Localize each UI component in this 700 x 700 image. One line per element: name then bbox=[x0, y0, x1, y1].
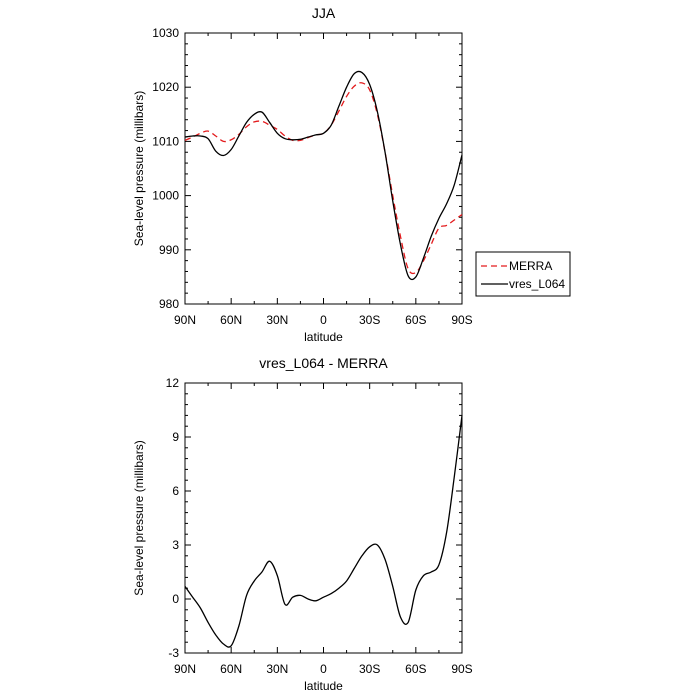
x-tick-label: 90N bbox=[174, 662, 196, 676]
x-tick-label: 30N bbox=[266, 313, 288, 327]
x-tick-label: 60N bbox=[220, 662, 242, 676]
plot-frame bbox=[184, 382, 463, 654]
panel-top: JJA 90N 60N 30N 0 30S 60S 90S 980 990 1000 1010 1020… bbox=[132, 5, 473, 344]
x-axis-label: latitude bbox=[304, 330, 343, 344]
x-axis-label: latitude bbox=[304, 679, 343, 693]
x-tick-label: 30N bbox=[266, 662, 288, 676]
series-line-vres-l064 bbox=[184, 70, 463, 281]
x-tick-label: 0 bbox=[320, 313, 327, 327]
x-tick-label: 30S bbox=[359, 662, 380, 676]
y-tick-label: 980 bbox=[159, 297, 179, 311]
y-tick-label: 12 bbox=[166, 376, 180, 390]
x-tick-label: 90S bbox=[451, 662, 472, 676]
series-line-merra bbox=[184, 82, 463, 275]
y-tick-label: 1020 bbox=[152, 80, 179, 94]
legend-label: vres_L064 bbox=[509, 277, 565, 291]
legend-label: MERRA bbox=[509, 259, 552, 273]
x-tick-label: 0 bbox=[320, 662, 327, 676]
chart-title: vres_L064 - MERRA bbox=[259, 355, 388, 371]
y-tick-label: 3 bbox=[172, 538, 179, 552]
y-tick-label: 0 bbox=[172, 592, 179, 606]
y-tick-label: 1030 bbox=[152, 26, 179, 40]
series-line-difference bbox=[184, 415, 463, 648]
x-tick-label: 60N bbox=[220, 313, 242, 327]
y-tick-label: -3 bbox=[168, 646, 179, 660]
y-axis-label: Sea-level pressure (millibars) bbox=[132, 440, 146, 595]
y-axis-label: Sea-level pressure (millibars) bbox=[132, 91, 146, 246]
legend-box bbox=[475, 251, 571, 297]
legend: MERRA vres_L064 bbox=[475, 251, 571, 297]
y-tick-label: 1000 bbox=[152, 189, 179, 203]
x-tick-label: 90S bbox=[451, 313, 472, 327]
x-tick-label: 30S bbox=[359, 313, 380, 327]
x-tick-label: 60S bbox=[405, 313, 426, 327]
x-tick-label: 90N bbox=[174, 313, 196, 327]
y-tick-label: 6 bbox=[172, 484, 179, 498]
x-tick-label: 60S bbox=[405, 662, 426, 676]
y-tick-label: 990 bbox=[159, 243, 179, 257]
y-tick-label: 1010 bbox=[152, 134, 179, 148]
plot-frame bbox=[184, 32, 463, 305]
y-tick-label: 9 bbox=[172, 430, 179, 444]
chart-title: JJA bbox=[312, 5, 336, 21]
panel-bottom: vres_L064 - MERRA 90N 60N 30N 0 30S 60S 90S -3 0 3… bbox=[132, 355, 473, 693]
